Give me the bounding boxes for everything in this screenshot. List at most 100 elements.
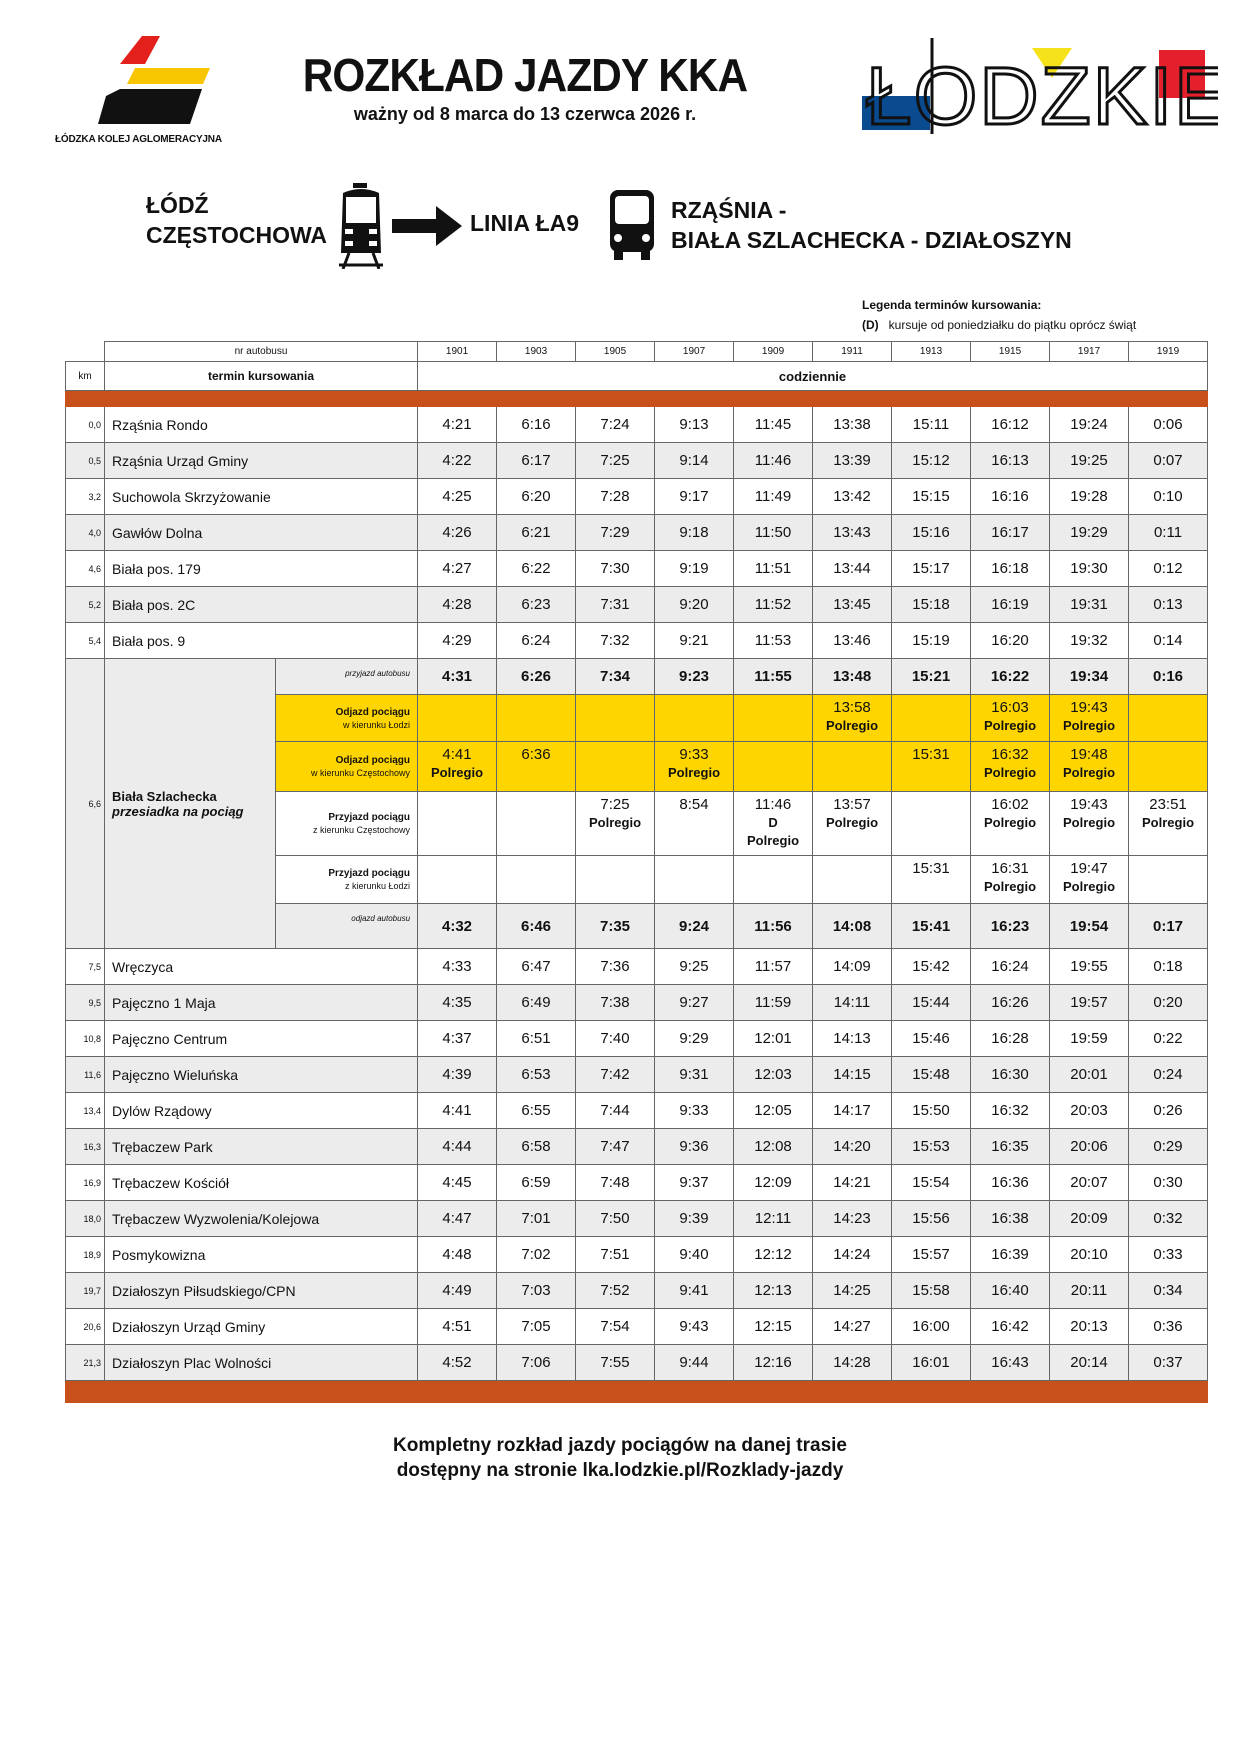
stop-name: Pajęczno Centrum	[103, 1020, 419, 1057]
train-time	[1128, 855, 1209, 904]
departure-time: 7:32	[575, 622, 656, 659]
table-row: 21,3 Działoszyn Plac Wolności 4:52 7:06 7:55…	[65, 1344, 1209, 1381]
train-time-value: 19:47	[1070, 860, 1108, 877]
departure-time: 13:43	[812, 514, 893, 551]
bus-departure-time: 9:24	[654, 903, 735, 949]
departure-time: 12:09	[733, 1164, 814, 1201]
departure-time: 7:47	[575, 1128, 656, 1165]
departure-time: 6:53	[496, 1056, 577, 1093]
departure-time: 9:27	[654, 984, 735, 1021]
stop-km: 0,0	[65, 406, 105, 443]
departure-time: 11:53	[733, 622, 814, 659]
footer-note: Kompletny rozkład jazdy pociągów na dane…	[0, 1433, 1240, 1483]
bus-departure-time: 4:32	[417, 903, 498, 949]
train-time	[575, 694, 656, 742]
departure-time: 16:16	[970, 478, 1051, 515]
bus-arrival-time: 16:22	[970, 658, 1051, 695]
departure-time: 6:51	[496, 1020, 577, 1057]
train-time: 16:02 Polregio	[970, 791, 1051, 856]
train-time: 15:31	[891, 741, 972, 792]
departure-time: 7:02	[496, 1236, 577, 1273]
table-row: 7,5 Wręczyca 4:33 6:47 7:36 9:25 11:57 14:09 15:…	[65, 948, 1209, 985]
bus-number: 1907	[654, 341, 735, 362]
departure-time: 9:43	[654, 1308, 735, 1345]
departure-time: 6:47	[496, 948, 577, 985]
departure-time: 6:58	[496, 1128, 577, 1165]
departure-time: 9:37	[654, 1164, 735, 1201]
train-time	[654, 694, 735, 742]
stop-km: 21,3	[65, 1344, 105, 1381]
train-time	[891, 791, 972, 856]
departure-time: 16:17	[970, 514, 1051, 551]
train-time: 6:36	[496, 741, 577, 792]
bus-number: 1901	[417, 341, 498, 362]
table-row: 5,4 Biała pos. 9 4:29 6:24 7:32 9:21 11:53 13:4…	[65, 622, 1209, 659]
departure-time: 9:36	[654, 1128, 735, 1165]
stop-name: Wręczyca	[103, 948, 419, 985]
route-to-1: RZĄŚNIA -	[671, 197, 787, 223]
departure-time: 4:41	[417, 1092, 498, 1129]
train-time: 19:48 Polregio	[1049, 741, 1130, 792]
departure-time: 19:24	[1049, 406, 1130, 443]
departure-time: 9:13	[654, 406, 735, 443]
departure-time: 9:21	[654, 622, 735, 659]
departure-time: 16:42	[970, 1308, 1051, 1345]
departure-time: 20:10	[1049, 1236, 1130, 1273]
train-carrier: Polregio	[747, 833, 800, 848]
departure-time: 7:50	[575, 1200, 656, 1237]
departure-time: 15:15	[891, 478, 972, 515]
departure-time: 7:38	[575, 984, 656, 1021]
train-time-value: 8:54	[679, 796, 709, 813]
departure-time: 7:52	[575, 1272, 656, 1309]
train-time-value: 13:58	[833, 699, 871, 716]
departure-time: 9:14	[654, 442, 735, 479]
departure-time: 16:35	[970, 1128, 1051, 1165]
train-time	[496, 694, 577, 742]
departure-time: 0:26	[1128, 1092, 1209, 1129]
departure-time: 6:16	[496, 406, 577, 443]
departure-time: 7:05	[496, 1308, 577, 1345]
departure-time: 0:06	[1128, 406, 1209, 443]
bus-arrival-time: 0:16	[1128, 658, 1209, 695]
departure-time: 15:48	[891, 1056, 972, 1093]
departure-time: 0:14	[1128, 622, 1209, 659]
departure-time: 0:13	[1128, 586, 1209, 623]
departure-time: 7:03	[496, 1272, 577, 1309]
train-time: 19:47 Polregio	[1049, 855, 1130, 904]
departure-time: 15:56	[891, 1200, 972, 1237]
train-time: 19:43 Polregio	[1049, 791, 1130, 856]
train-time	[733, 855, 814, 904]
departure-time: 15:44	[891, 984, 972, 1021]
departure-time: 9:18	[654, 514, 735, 551]
departure-time: 9:20	[654, 586, 735, 623]
train-time	[417, 791, 498, 856]
departure-time: 6:17	[496, 442, 577, 479]
departure-time: 0:29	[1128, 1128, 1209, 1165]
bus-arrival-time: 7:34	[575, 658, 656, 695]
departure-time: 4:35	[417, 984, 498, 1021]
bus-number: 1903	[496, 341, 577, 362]
departure-time: 15:12	[891, 442, 972, 479]
stop-name: Biała pos. 9	[103, 622, 419, 659]
departure-time: 4:28	[417, 586, 498, 623]
departure-time: 0:22	[1128, 1020, 1209, 1057]
train-time	[891, 694, 972, 742]
stop-name: Pajęczno 1 Maja	[103, 984, 419, 1021]
stop-name: Gawłów Dolna	[103, 514, 419, 551]
departure-time: 0:36	[1128, 1308, 1209, 1345]
lodzkie-logo: ŁODZKIE	[862, 38, 1218, 134]
train-time	[654, 855, 735, 904]
departure-time: 4:21	[417, 406, 498, 443]
table-row: 20,6 Działoszyn Urząd Gminy 4:51 7:05 7:54 9:…	[65, 1308, 1209, 1345]
bus-departure-time: 19:54	[1049, 903, 1130, 949]
train-time	[575, 855, 656, 904]
bus-departure-time: 11:56	[733, 903, 814, 949]
departure-time: 19:28	[1049, 478, 1130, 515]
departure-time: 16:01	[891, 1344, 972, 1381]
departure-time: 4:37	[417, 1020, 498, 1057]
departure-time: 0:10	[1128, 478, 1209, 515]
train-time: 13:58 Polregio	[812, 694, 893, 742]
stop-km: 4,0	[65, 514, 105, 551]
train-label-2: z kierunku Częstochowy	[312, 825, 411, 835]
departure-time: 7:29	[575, 514, 656, 551]
